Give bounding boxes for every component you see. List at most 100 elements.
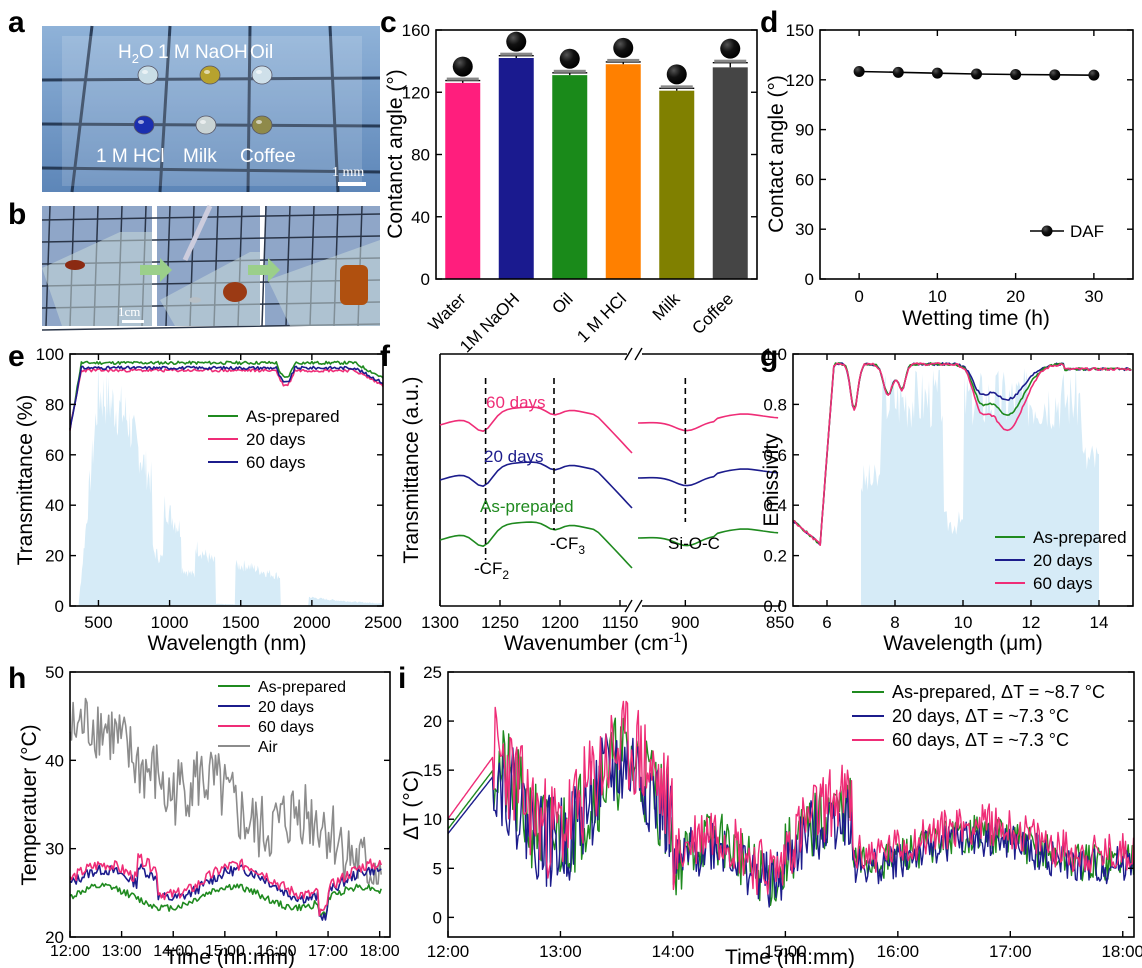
droplet <box>133 115 155 135</box>
series-60-days <box>447 700 1135 896</box>
chart-i-ylabel: ΔT (°C) <box>400 770 423 840</box>
chart-f: 60 days 20 days As-prepared -CF2 -CF3 Si-O-C 1… <box>400 347 794 655</box>
tick-label: 10 <box>423 810 442 829</box>
tick-label: 16:00 <box>256 943 296 960</box>
tick-label: 1000 <box>151 613 189 632</box>
chart-g-ylabel: Emissivity <box>760 433 783 527</box>
tick-label: 25 <box>423 663 442 682</box>
droplet-highlight <box>142 70 148 74</box>
chart-e-xlabel: Wavelength (nm) <box>147 632 306 655</box>
contact-angle-droplet-icon <box>666 64 687 85</box>
tick-label: 1.0 <box>763 345 787 364</box>
contact-angle-substrate <box>553 69 586 73</box>
photo-a: H2O 1 M NaOH Oil 1 M HCl Milk Coffee 1 m… <box>41 25 381 193</box>
tick-label: 0.4 <box>763 496 787 515</box>
photo-a-label-coffee: Coffee <box>240 146 296 167</box>
legend-entry: As-prepared, ΔT = ~8.7 °C <box>892 682 1105 702</box>
tick-label: 150 <box>786 21 814 40</box>
legend-entry: As-prepared <box>246 407 340 426</box>
tick-label: 20 <box>1006 287 1025 306</box>
tick-label: 14:00 <box>652 942 695 961</box>
chart-c-ylabel: Contanct angle (°) <box>384 69 407 239</box>
bar <box>605 64 641 279</box>
tick-label: 0 <box>854 287 863 306</box>
chart-h-xlabel: Time (hh:mm) <box>165 946 295 968</box>
photo-b-scale-bar <box>122 320 144 323</box>
tick-label: 0 <box>805 270 814 289</box>
data-point <box>1088 69 1100 81</box>
tick-label: 0.6 <box>763 446 787 465</box>
chart-i: 0 5 10 15 20 25 12:00 13:00 14:00 15:00 16:00 17:00… <box>400 663 1142 968</box>
tick-label: 80 <box>411 146 430 165</box>
panel-label-f: f <box>380 340 391 373</box>
subscript: 3 <box>578 543 585 557</box>
tick-label: 14 <box>1090 613 1109 632</box>
tick-label: 1300 <box>421 613 459 632</box>
legend-entry: 20 days <box>1033 551 1093 570</box>
panel-label-i: i <box>398 662 406 695</box>
bar <box>552 75 588 279</box>
tick-label: 120 <box>402 83 430 102</box>
contact-angle-substrate <box>500 52 533 56</box>
grid-line <box>70 25 94 193</box>
tick-label: 20 <box>45 547 64 566</box>
tick-label: 500 <box>84 613 112 632</box>
axis-break <box>624 347 633 361</box>
tick-label: 0.0 <box>763 597 787 616</box>
tick-label: 160 <box>402 21 430 40</box>
tick-label: 12 <box>1022 613 1041 632</box>
tick-label: 15:00 <box>205 943 245 960</box>
tick-label: 10 <box>928 287 947 306</box>
chart-d-legend-marker <box>1041 225 1053 237</box>
legend-entry: 60 days, ΔT = ~7.3 °C <box>892 730 1069 750</box>
tick-label: 12:00 <box>427 942 470 961</box>
tick-label: 15 <box>423 761 442 780</box>
panel-label-g: g <box>760 340 778 373</box>
photo-a-scale: 1 mm <box>332 165 364 180</box>
tick-label: 0 <box>55 597 64 616</box>
droplet-highlight <box>256 120 262 124</box>
droplet-highlight <box>256 70 262 74</box>
bar <box>498 58 534 280</box>
tick-label: 0.2 <box>763 547 787 566</box>
panel-label-d: d <box>760 6 778 39</box>
chart-e-ylabel: Transmittance (%) <box>14 395 37 566</box>
tick-label: 50 <box>45 663 64 682</box>
grid-line <box>158 25 172 193</box>
panel-label-c: c <box>380 6 397 39</box>
tick-label: 1200 <box>541 613 579 632</box>
tick-label: 17:00 <box>989 942 1032 961</box>
series-60-days <box>792 362 1132 546</box>
legend-entry: 60 days <box>1033 574 1093 593</box>
photo-a-label-oil: Oil <box>250 42 273 63</box>
chart-g: 0.0 0.2 0.4 0.6 0.8 1.0 6 8 10 12 14 Emissivity Wa… <box>760 345 1134 655</box>
tick-label: 15:00 <box>764 942 807 961</box>
atmospheric-window-fill <box>861 366 1099 606</box>
axis-break <box>634 347 643 361</box>
tick-label: 900 <box>671 613 699 632</box>
tick-label: 120 <box>786 71 814 90</box>
contact-angle-droplet-icon <box>613 37 634 58</box>
photo-b-scale: 1cm <box>118 304 140 319</box>
chart-h: 20 30 40 50 12:00 13:00 14:00 15:00 16:00 17:00 18… <box>18 663 400 968</box>
panel-label-b: b <box>8 198 26 231</box>
axis-break <box>624 599 633 613</box>
legend-entry: 20 days, ΔT = ~7.3 °C <box>892 706 1069 726</box>
chart-i-xlabel: Time (hh:mm) <box>725 946 855 968</box>
tick-label: 90 <box>795 121 814 140</box>
series-air <box>69 697 382 885</box>
tick-label: 6 <box>822 613 831 632</box>
legend-entry: 20 days <box>246 430 306 449</box>
tick-label: 12:00 <box>50 943 90 960</box>
chart-d: 0 30 60 90 120 150 0 10 20 30 Contact angle (°) W… <box>765 21 1134 330</box>
tick-label: 18:00 <box>1101 942 1142 961</box>
series-20-days <box>69 368 384 431</box>
chart-f-xlabel: Wavenumber (cm-1) <box>504 629 688 655</box>
photo-a-label-milk: Milk <box>183 146 217 167</box>
tick-label: 0.8 <box>763 395 787 414</box>
droplet <box>251 115 273 135</box>
grid-line <box>41 213 381 221</box>
bar <box>712 67 748 279</box>
panel-label-h: h <box>8 662 26 695</box>
tick-label: 40 <box>45 496 64 515</box>
